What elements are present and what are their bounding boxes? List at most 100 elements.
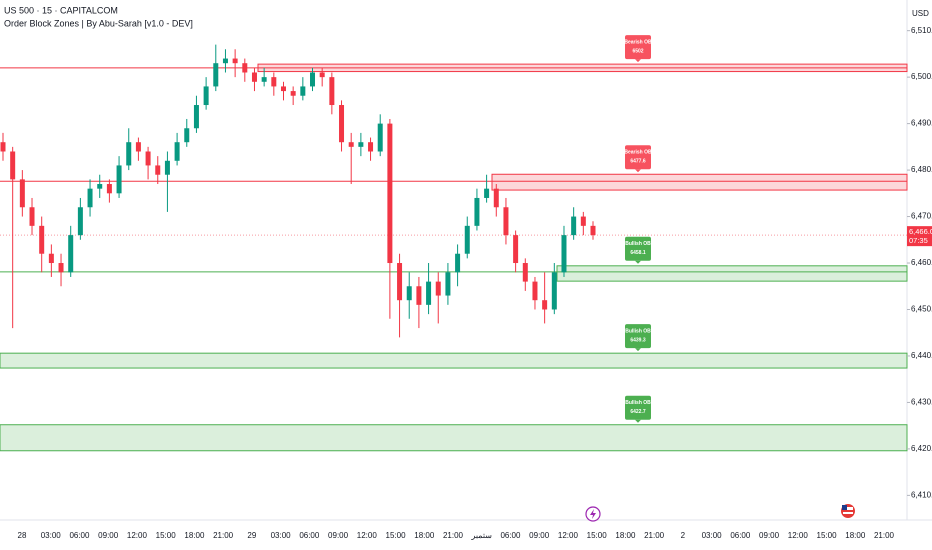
x-tick-label: 21:00	[644, 531, 665, 540]
x-tick-label: 28	[18, 531, 27, 540]
candle-body	[426, 281, 432, 305]
candle-body	[532, 281, 538, 301]
indicator-name: Order Block Zones | By Abu-Sarah [v1.0 -…	[4, 18, 193, 28]
zone	[0, 424, 908, 452]
x-tick-label: 06:00	[500, 531, 521, 540]
candle-body	[251, 72, 257, 82]
x-tick-label: 09:00	[328, 531, 349, 540]
candle-body	[232, 58, 238, 64]
candle-body	[106, 184, 112, 194]
candle-body	[19, 179, 25, 208]
y-tick-label: 6,410.0	[911, 490, 932, 499]
x-tick-label: 15:00	[156, 531, 177, 540]
y-tick-label: 6,460.0	[911, 258, 932, 267]
candle-body	[387, 123, 393, 264]
zone	[556, 265, 908, 282]
candle-body	[174, 142, 180, 161]
last-price-label: 6,466.0	[909, 227, 932, 236]
candle-body	[455, 253, 461, 273]
x-tick-label: 18:00	[414, 531, 435, 540]
candle-body	[213, 63, 219, 87]
candle-body	[280, 86, 286, 92]
candle-body	[203, 86, 209, 106]
candle-body	[193, 105, 199, 129]
candle-body	[126, 142, 132, 166]
candle-body	[48, 253, 54, 264]
candle-body	[561, 235, 567, 273]
candle-body	[435, 281, 441, 296]
ob-label-box	[625, 324, 651, 349]
ob-value: 6439.3	[630, 338, 646, 344]
x-tick-label: 06:00	[69, 531, 90, 540]
flag-icon[interactable]	[841, 504, 855, 518]
candle-body	[397, 263, 403, 301]
last-price-tag	[907, 226, 932, 247]
candle-body	[319, 72, 325, 78]
chart-title: US 500 · 15 · CAPITALCOM	[4, 5, 118, 15]
candle-body	[0, 142, 6, 152]
candle-body	[522, 263, 528, 282]
ob-label-box	[625, 145, 651, 170]
ob-label-pointer	[635, 348, 641, 352]
y-tick-label: 6,440.0	[911, 351, 932, 360]
candle-body	[503, 207, 509, 236]
y-tick-label: 6,450.0	[911, 305, 932, 314]
candle-body	[416, 286, 422, 305]
x-tick-label: 09:00	[529, 531, 550, 540]
x-tick-label: 12:00	[558, 531, 579, 540]
y-tick-label: 6,510.0	[911, 26, 932, 35]
x-tick-label: 21:00	[213, 531, 234, 540]
ob-label: Bullish OB	[625, 241, 651, 247]
candle-body	[184, 128, 190, 143]
zone	[0, 352, 908, 369]
x-tick-label: 21:00	[443, 531, 464, 540]
zone	[491, 173, 908, 191]
candle-body	[571, 216, 577, 236]
ob-label: Bullish OB	[625, 329, 651, 335]
candle-body	[445, 272, 451, 296]
candle-body	[39, 225, 45, 254]
x-tick-label: 15:00	[587, 531, 608, 540]
x-tick-label: 18:00	[845, 531, 866, 540]
x-tick-label: 15:00	[817, 531, 838, 540]
x-tick-label: 21:00	[874, 531, 895, 540]
candle-body	[135, 142, 141, 152]
x-tick-label: 15:00	[386, 531, 407, 540]
candle-body	[87, 188, 93, 208]
x-tick-label: 2	[681, 531, 686, 540]
candle-body	[474, 197, 480, 226]
x-tick-label: 06:00	[299, 531, 320, 540]
candle-body	[242, 63, 248, 73]
x-tick-label: ستمبر	[470, 531, 492, 540]
candle-body	[542, 300, 548, 310]
ob-value: 6422.7	[630, 409, 646, 415]
ob-label-pointer	[635, 59, 641, 63]
x-tick-label: 12:00	[357, 531, 378, 540]
candle-body	[77, 207, 83, 236]
y-tick-label: 6,480.0	[911, 165, 932, 174]
candle-body	[116, 165, 122, 194]
ob-label: Bearish OB	[624, 150, 652, 156]
ob-label: Bearish OB	[624, 39, 652, 45]
candle-body	[68, 235, 74, 273]
candle-body	[377, 123, 383, 152]
x-tick-label: 18:00	[615, 531, 636, 540]
candle-body	[222, 58, 228, 64]
candle-body	[145, 151, 151, 166]
x-tick-label: 09:00	[98, 531, 119, 540]
candle-body	[551, 272, 557, 310]
candle-body	[10, 151, 16, 180]
currency[interactable]: USD	[912, 9, 929, 18]
y-tick-label: 6,430.0	[911, 398, 932, 407]
candle-body	[300, 86, 306, 96]
candle-body	[348, 142, 354, 147]
candle-body	[271, 77, 277, 87]
ob-label-box	[625, 35, 651, 60]
candle-body	[339, 105, 345, 143]
candle-body	[29, 207, 35, 226]
countdown: 07:35	[909, 236, 928, 245]
candle-body	[590, 225, 596, 236]
event-icon[interactable]	[585, 506, 601, 522]
